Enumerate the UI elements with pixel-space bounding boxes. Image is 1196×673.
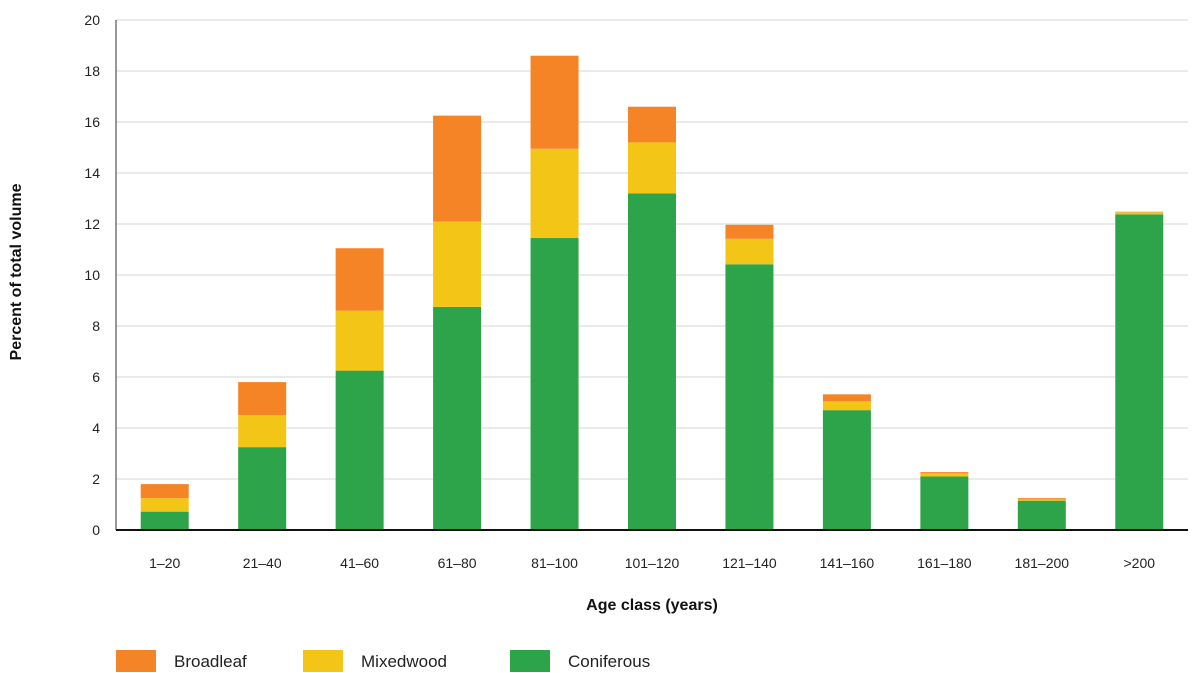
legend-label-coniferous: Coniferous bbox=[568, 652, 650, 671]
bar-mixedwood-5 bbox=[628, 142, 676, 194]
y-tick-label: 4 bbox=[92, 420, 100, 436]
y-tick-label: 18 bbox=[84, 63, 100, 79]
x-tick-label: 141–160 bbox=[820, 555, 875, 571]
bar-broadleaf-7 bbox=[822, 394, 871, 402]
bar-mixedwood-3 bbox=[433, 221, 482, 307]
x-tick-label: 81–100 bbox=[531, 555, 578, 571]
bar-coniferous-10 bbox=[1115, 214, 1164, 530]
bar-broadleaf-2 bbox=[335, 248, 384, 311]
x-tick-label: 101–120 bbox=[625, 555, 680, 571]
y-tick-label: 12 bbox=[84, 216, 100, 232]
bar-broadleaf-10 bbox=[1115, 211, 1164, 213]
y-tick-label: 2 bbox=[92, 471, 100, 487]
y-tick-label: 10 bbox=[84, 267, 100, 283]
bar-mixedwood-4 bbox=[530, 148, 579, 239]
bar-mixedwood-9 bbox=[1017, 499, 1066, 501]
y-tick-labels: 0 2 4 6 8 10 12 14 16 18 20 bbox=[84, 12, 100, 538]
bar-broadleaf-3 bbox=[433, 115, 482, 222]
bar-coniferous-2 bbox=[335, 370, 384, 530]
legend-swatch-mixedwood bbox=[303, 650, 343, 672]
bar-broadleaf-8 bbox=[920, 472, 969, 474]
y-axis-title: Percent of total volume bbox=[8, 183, 25, 360]
x-tick-label: >200 bbox=[1123, 555, 1155, 571]
bars bbox=[140, 55, 1164, 530]
bar-broadleaf-1 bbox=[238, 382, 287, 416]
bar-mixedwood-0 bbox=[140, 498, 189, 512]
bar-coniferous-5 bbox=[628, 193, 676, 530]
x-tick-label: 61–80 bbox=[438, 555, 477, 571]
legend-swatch-coniferous bbox=[510, 650, 550, 672]
bar-mixedwood-1 bbox=[238, 415, 287, 448]
x-tick-labels: 1–20 21–40 41–60 61–80 81–100 101–120 121–140 1… bbox=[149, 555, 1155, 571]
bar-broadleaf-0 bbox=[140, 484, 189, 499]
bar-coniferous-1 bbox=[238, 447, 287, 530]
bar-mixedwood-6 bbox=[725, 238, 774, 265]
legend-label-mixedwood: Mixedwood bbox=[361, 652, 447, 671]
bar-broadleaf-9 bbox=[1017, 498, 1066, 500]
bar-broadleaf-4 bbox=[530, 55, 579, 149]
y-tick-label: 16 bbox=[84, 114, 100, 130]
bar-coniferous-8 bbox=[920, 476, 969, 530]
x-axis-title: Age class (years) bbox=[586, 597, 718, 614]
y-tick-label: 0 bbox=[92, 522, 100, 538]
x-tick-label: 41–60 bbox=[340, 555, 379, 571]
bar-coniferous-0 bbox=[140, 511, 189, 530]
y-tick-label: 14 bbox=[84, 165, 100, 181]
y-tick-label: 20 bbox=[84, 12, 100, 28]
bar-coniferous-3 bbox=[433, 306, 482, 530]
legend-swatch-broadleaf bbox=[116, 650, 156, 672]
bar-coniferous-6 bbox=[725, 264, 774, 530]
bar-broadleaf-5 bbox=[628, 106, 676, 143]
y-tick-label: 6 bbox=[92, 369, 100, 385]
bar-mixedwood-7 bbox=[822, 401, 871, 411]
legend-label-broadleaf: Broadleaf bbox=[174, 652, 247, 671]
x-tick-label: 181–200 bbox=[1015, 555, 1070, 571]
legend: Broadleaf Mixedwood Coniferous bbox=[116, 650, 650, 672]
x-tick-label: 21–40 bbox=[243, 555, 282, 571]
bar-broadleaf-6 bbox=[725, 224, 774, 239]
bar-mixedwood-8 bbox=[920, 473, 969, 477]
bar-coniferous-7 bbox=[822, 410, 871, 530]
x-tick-label: 1–20 bbox=[149, 555, 180, 571]
x-tick-label: 121–140 bbox=[722, 555, 777, 571]
bar-coniferous-9 bbox=[1017, 500, 1066, 530]
y-tick-label: 8 bbox=[92, 318, 100, 334]
bar-mixedwood-10 bbox=[1115, 212, 1164, 215]
x-tick-label: 161–180 bbox=[917, 555, 972, 571]
bar-coniferous-4 bbox=[530, 238, 579, 530]
bar-mixedwood-2 bbox=[335, 310, 384, 371]
